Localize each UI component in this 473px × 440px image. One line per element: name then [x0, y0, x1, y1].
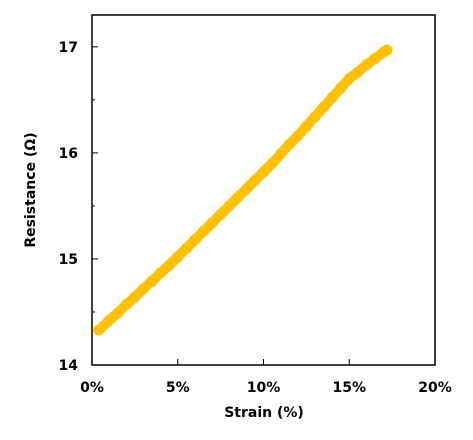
- data-point: [120, 299, 132, 311]
- x-axis-title: Strain (%): [224, 405, 304, 421]
- x-tick-label: 0%: [80, 380, 104, 396]
- data-point: [103, 314, 115, 326]
- data-point: [146, 275, 158, 287]
- y-axis-ticks: 14 15 16 17: [59, 40, 98, 374]
- y-tick-label: 17: [59, 40, 78, 56]
- data-point: [163, 259, 175, 271]
- data-point: [215, 208, 227, 220]
- data-point: [189, 234, 201, 246]
- data-point: [155, 267, 167, 279]
- y-tick-label: 16: [59, 146, 78, 162]
- y-tick-label: 14: [59, 358, 79, 374]
- data-point: [369, 52, 381, 64]
- data-point: [335, 82, 347, 94]
- data-point: [292, 130, 304, 142]
- data-point: [283, 138, 295, 150]
- data-point: [232, 191, 244, 203]
- y-tick-label: 15: [59, 252, 78, 268]
- data-point: [93, 324, 105, 336]
- y-axis-title: Resistance (Ω): [23, 132, 39, 247]
- series-layer: [93, 44, 393, 336]
- data-point: [206, 217, 218, 229]
- data-point: [223, 200, 235, 212]
- data-point: [129, 291, 141, 303]
- data-point: [137, 283, 149, 295]
- x-axis-ticks: 0% 5% 10% 15% 20%: [80, 359, 452, 396]
- x-tick-label: 15%: [332, 380, 366, 396]
- data-point: [309, 111, 321, 123]
- data-point: [240, 183, 252, 195]
- data-point: [249, 174, 261, 186]
- data-point: [266, 157, 278, 169]
- data-point: [258, 166, 269, 178]
- data-point: [360, 59, 372, 71]
- data-point: [352, 66, 364, 78]
- data-point: [172, 251, 184, 263]
- plot-area: [91, 14, 436, 366]
- data-point: [381, 44, 393, 56]
- data-point: [300, 120, 312, 132]
- data-point: [112, 307, 124, 319]
- data-point: [318, 101, 330, 113]
- data-point: [197, 225, 209, 237]
- x-tick-label: 20%: [418, 380, 452, 396]
- x-tick-label: 10%: [247, 380, 281, 396]
- data-point: [326, 92, 338, 104]
- data-point: [343, 73, 355, 85]
- data-point: [275, 148, 287, 160]
- x-tick-label: 5%: [166, 380, 190, 396]
- data-point: [180, 242, 192, 254]
